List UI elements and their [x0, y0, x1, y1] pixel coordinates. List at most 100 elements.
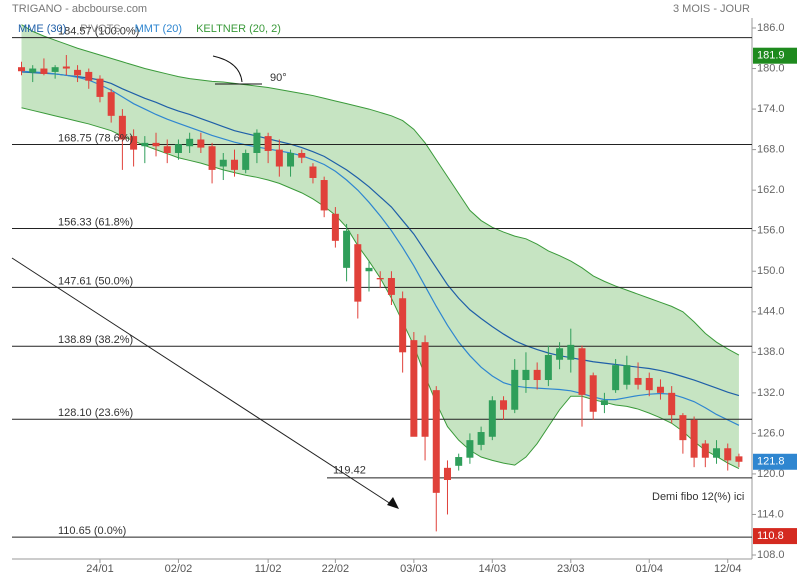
candle-body — [40, 68, 48, 74]
candle-body — [230, 159, 238, 170]
y-tick-label: 180.0 — [757, 62, 785, 74]
x-tick-label: 03/03 — [400, 563, 428, 575]
candle-body — [500, 400, 508, 410]
x-tick-label: 02/02 — [165, 563, 193, 575]
candle-body — [701, 443, 709, 458]
plot-area — [12, 24, 752, 538]
candle-body — [578, 348, 586, 395]
candle-body — [174, 144, 182, 153]
candle-body — [51, 67, 59, 72]
candle-body — [298, 152, 306, 158]
annotation: Demi fibo 12(%) ici — [652, 491, 744, 503]
fib-label: 110.65 (0.0%) — [58, 525, 126, 537]
candle-body — [466, 440, 474, 458]
y-tick-label: 132.0 — [757, 387, 785, 399]
candle-body — [208, 146, 216, 170]
candle-body — [477, 432, 485, 445]
y-tick-label: 126.0 — [757, 427, 785, 439]
candle-body — [735, 456, 743, 462]
fib-label: 138.89 (38.2%) — [58, 334, 133, 346]
candle-body — [679, 415, 687, 441]
candle-body — [410, 340, 418, 437]
candle-body — [612, 365, 620, 391]
candle-body — [645, 377, 653, 391]
candle-body — [253, 132, 261, 153]
price-badge — [753, 453, 797, 470]
legend-entry: MME (30) — [18, 23, 66, 35]
candle-body — [522, 369, 530, 381]
candle-body — [567, 344, 575, 360]
candle-body — [186, 138, 194, 147]
candle-body — [668, 392, 676, 416]
fib-label: 168.75 (78.6%) — [58, 132, 133, 144]
candle-body — [544, 355, 552, 381]
price-badge-label: 110.8 — [757, 530, 784, 542]
x-tick-label: 12/04 — [714, 563, 742, 575]
candle-body — [320, 180, 328, 211]
candle-body — [432, 390, 440, 493]
y-tick-label: 114.0 — [757, 508, 784, 520]
candle-body — [343, 230, 351, 268]
candle-body — [264, 136, 272, 151]
candle-body — [713, 448, 721, 458]
candle-body — [556, 348, 564, 360]
chart-title: TRIGANO - abcbourse.com — [12, 3, 147, 15]
candle-body — [533, 369, 541, 381]
y-tick-label: 162.0 — [757, 184, 785, 196]
candle-body — [623, 365, 631, 385]
candle-body — [690, 419, 698, 458]
candle-body — [275, 149, 283, 167]
arrow-head — [387, 497, 399, 509]
y-tick-label: 108.0 — [757, 549, 785, 561]
trend-line — [11, 257, 395, 507]
candle-body — [29, 68, 37, 73]
candle-body — [219, 159, 227, 167]
y-tick-label: 168.0 — [757, 144, 785, 156]
candle-body — [376, 277, 384, 280]
candle-body — [488, 400, 496, 437]
legend-entry: MMT (20) — [135, 23, 182, 35]
annotation: 90° — [270, 72, 287, 84]
candle-body — [107, 92, 115, 116]
candle-body — [421, 342, 429, 437]
candle-body — [74, 69, 82, 76]
candle-body — [331, 213, 339, 241]
fib-label: 184.57 (100.0%) — [58, 26, 139, 38]
candle-body — [163, 146, 171, 153]
candle-body — [287, 152, 295, 167]
chart-subtitle: 3 MOIS - JOUR — [673, 3, 750, 15]
price-badge-label: 181.9 — [757, 50, 785, 62]
candle-body — [96, 78, 104, 97]
candle-body — [85, 71, 93, 81]
legend-entry: PIVOTS — [80, 23, 120, 35]
candle-body — [443, 467, 451, 481]
angle-arc — [212, 55, 243, 83]
ma-line — [21, 71, 740, 397]
fib-label: 156.33 (61.8%) — [58, 216, 133, 228]
y-tick-label: 138.0 — [757, 346, 785, 358]
candle-body — [724, 448, 732, 461]
candle-body — [656, 386, 664, 393]
candle-body — [387, 277, 395, 295]
candle-body — [141, 142, 149, 147]
candle-body — [130, 136, 138, 150]
price-badge — [753, 528, 797, 545]
y-tick-label: 186.0 — [757, 22, 785, 34]
candle-body — [455, 457, 463, 466]
candle-body — [309, 166, 317, 178]
candle-body — [152, 142, 160, 147]
candle-body — [399, 298, 407, 353]
price-badge — [753, 47, 797, 64]
x-tick-label: 11/02 — [255, 563, 282, 575]
candle-body — [354, 244, 362, 302]
x-tick-label: 24/01 — [86, 563, 114, 575]
y-tick-label: 174.0 — [757, 103, 785, 115]
level-label: 119.42 — [333, 465, 366, 477]
candle-body — [589, 375, 597, 412]
x-tick-label: 23/03 — [557, 563, 585, 575]
candle-body — [197, 139, 205, 148]
legend-entry: KELTNER (20, 2) — [196, 23, 281, 35]
ma-line — [21, 70, 740, 426]
candle-body — [511, 369, 519, 410]
